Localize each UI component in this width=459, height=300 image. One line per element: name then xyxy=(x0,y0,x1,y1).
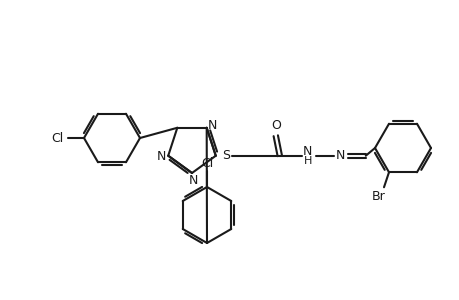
Text: O: O xyxy=(270,119,280,132)
Text: N: N xyxy=(188,173,197,187)
Text: Br: Br xyxy=(371,190,385,203)
Text: N: N xyxy=(156,150,166,163)
Text: N: N xyxy=(302,145,312,158)
Text: Cl: Cl xyxy=(201,157,213,169)
Text: S: S xyxy=(221,149,230,162)
Text: N: N xyxy=(207,119,217,132)
Text: H: H xyxy=(303,156,311,166)
Text: Cl: Cl xyxy=(51,131,63,145)
Text: N: N xyxy=(336,149,345,162)
